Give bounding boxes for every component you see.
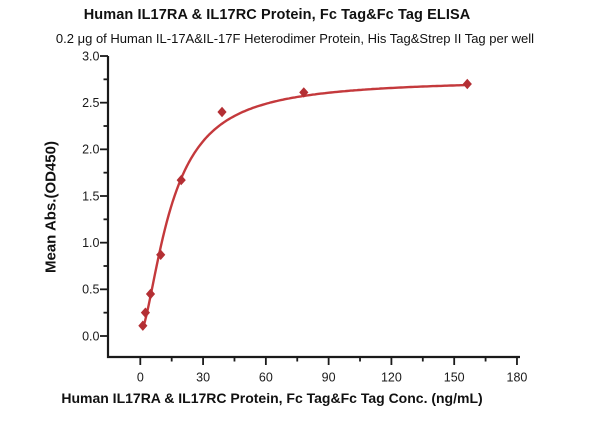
x-tick-labels: 0 30 60 90 120 150 180 xyxy=(137,371,528,385)
y-tick-label: 2.5 xyxy=(82,96,99,110)
data-point-marker xyxy=(156,249,166,260)
data-points xyxy=(138,78,472,331)
chart-title: Human IL17RA & IL17RC Protein, Fc Tag&Fc… xyxy=(83,7,471,23)
y-tick-label: 3.0 xyxy=(82,49,99,63)
x-tick-label: 180 xyxy=(507,371,528,385)
y-tick-label: 1.5 xyxy=(82,189,99,203)
y-axis-ticks xyxy=(100,55,108,337)
data-point-marker xyxy=(176,174,186,186)
data-point-marker xyxy=(138,320,148,331)
x-tick-label: 90 xyxy=(322,371,336,385)
chart-subtitle: 0.2 μg of Human IL-17A&IL-17F Heterodime… xyxy=(55,31,535,46)
data-point-marker xyxy=(140,307,150,318)
x-tick-label: 0 xyxy=(137,371,144,385)
x-tick-label: 150 xyxy=(444,371,465,385)
x-axis-label: Human IL17RA & IL17RC Protein, Fc Tag&Fc… xyxy=(61,390,483,406)
data-point-marker xyxy=(462,78,472,90)
y-tick-labels: 0.0 0.5 1.0 1.5 2.0 2.5 3.0 xyxy=(82,49,99,343)
axes: 0 30 60 90 120 150 180 0.0 0.5 1.0 1.5 2.0 2.5 3.0 xyxy=(82,49,527,384)
y-tick-label: 0.0 xyxy=(82,329,99,343)
data-point-marker xyxy=(217,106,227,118)
x-tick-label: 30 xyxy=(196,371,210,385)
y-tick-label: 1.0 xyxy=(82,236,99,250)
x-tick-label: 120 xyxy=(381,371,402,385)
y-tick-label: 2.0 xyxy=(82,143,99,157)
y-tick-label: 0.5 xyxy=(82,283,99,297)
x-tick-label: 60 xyxy=(259,371,273,385)
data-point-marker xyxy=(145,288,156,300)
x-axis-ticks xyxy=(139,357,518,365)
data-point-marker xyxy=(299,87,309,98)
fit-curve xyxy=(141,83,469,330)
